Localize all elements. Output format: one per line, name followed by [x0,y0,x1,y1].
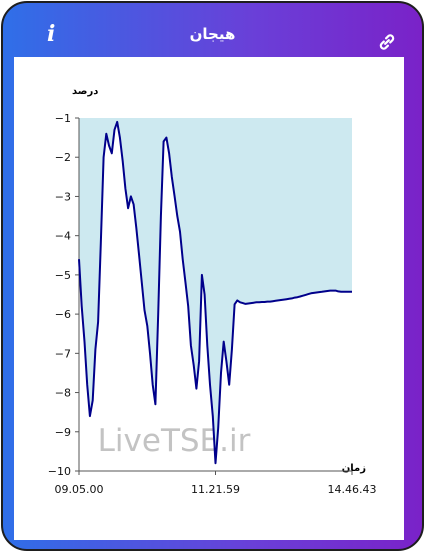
chart: درصد زمان LiveTSE.ir −1 −2 −3 −4 −5 −6 −7 −8 −9 −… [48,86,377,496]
y-tick-label: −5 [55,269,71,282]
y-tick-label: −7 [55,347,71,360]
y-axis-label: درصد [72,86,98,97]
y-tick-label: −2 [55,151,71,164]
info-icon[interactable]: i [47,21,56,47]
chart-card: درصد زمان LiveTSE.ir −1 −2 −3 −4 −5 −6 −7 −8 −9 −… [14,57,404,540]
y-tick-label: −10 [48,465,71,478]
page-title: هیجان [189,25,236,43]
y-tick-label: −9 [55,426,71,439]
y-tick-label: −6 [55,308,71,321]
y-tick-label: −4 [55,230,71,243]
y-tick-label: −8 [55,387,71,400]
x-axis-label: زمان [342,463,366,474]
y-tick-label: −1 [55,112,71,125]
x-tick-label: 14.46.43 [328,483,377,496]
y-tick-label: −3 [55,190,71,203]
link-icon[interactable] [376,31,398,53]
series-area [79,118,352,464]
x-tick-label: 09.05.00 [55,483,104,496]
x-tick-label: 11.21.59 [191,483,240,496]
series-line [78,120,352,465]
watermark: LiveTSE.ir [98,423,251,459]
